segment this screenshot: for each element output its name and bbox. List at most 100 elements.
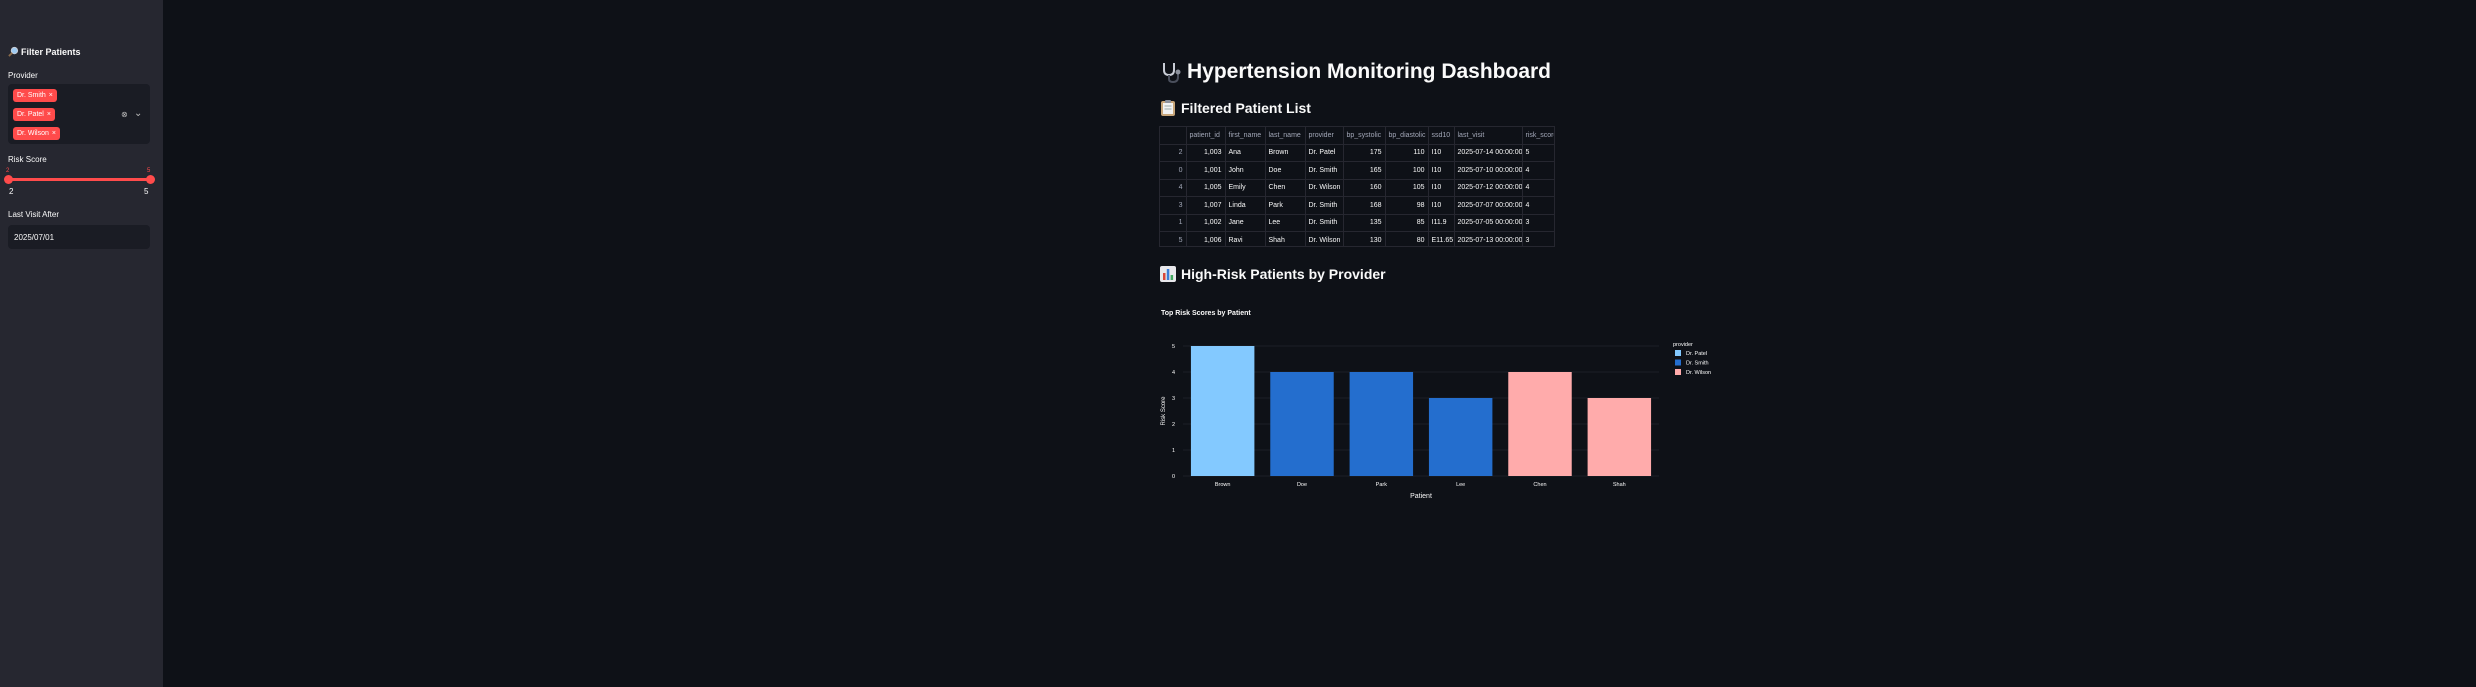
column-header[interactable]: bp_diastolic <box>1385 127 1429 145</box>
column-header[interactable]: ssd10 <box>1428 127 1455 145</box>
patient-table[interactable]: patient_id first_name last_name provider… <box>1159 126 1555 247</box>
table-cell[interactable]: Chen <box>1265 179 1306 197</box>
chevron-down-icon[interactable]: ⌄ <box>134 108 143 119</box>
table-cell[interactable]: I11.9 <box>1428 214 1455 232</box>
table-cell[interactable]: 1,002 <box>1186 214 1226 232</box>
table-cell[interactable]: E11.65 <box>1428 231 1455 246</box>
remove-tag-icon[interactable]: × <box>46 111 51 118</box>
bar-brown[interactable] <box>1190 346 1255 476</box>
table-cell[interactable]: 165 <box>1343 161 1386 180</box>
table-cell[interactable]: 1,003 <box>1186 144 1226 162</box>
table-cell[interactable]: Linda <box>1225 196 1266 215</box>
table-cell[interactable]: 4 <box>1522 161 1554 180</box>
table-cell[interactable]: 2025-07-10 00:00:00 <box>1454 161 1523 180</box>
column-header[interactable]: bp_systolic <box>1343 127 1386 145</box>
table-cell[interactable]: Dr. Patel <box>1305 144 1344 162</box>
provider-multiselect[interactable]: Dr. Smith × Dr. Patel × Dr. Wilson × ⊗ ⌄ <box>8 84 150 144</box>
table-cell[interactable]: Dr. Wilson <box>1305 231 1344 246</box>
table-cell[interactable]: Emily <box>1225 179 1266 197</box>
table-cell[interactable]: Dr. Smith <box>1305 161 1344 180</box>
column-header[interactable]: last_name <box>1265 127 1306 145</box>
table-cell[interactable]: Shah <box>1265 231 1306 246</box>
bar-lee[interactable] <box>1428 398 1493 476</box>
table-cell[interactable]: 98 <box>1385 196 1429 215</box>
table-cell[interactable]: 100 <box>1385 161 1429 180</box>
table-row[interactable]: 1 1,002 Jane Lee Dr. Smith 135 85 I11.9 2025-07-… <box>1160 214 1554 232</box>
bar-park[interactable] <box>1349 372 1414 476</box>
risk-slider-low-handle[interactable] <box>4 175 13 184</box>
table-cell[interactable]: Jane <box>1225 214 1266 232</box>
table-cell[interactable]: Dr. Smith <box>1305 214 1344 232</box>
table-cell[interactable]: 110 <box>1385 144 1429 162</box>
provider-tag-wilson[interactable]: Dr. Wilson × <box>13 127 60 140</box>
column-header[interactable]: provider <box>1305 127 1344 145</box>
table-cell[interactable]: I10 <box>1428 196 1455 215</box>
table-cell[interactable]: 3 <box>1522 214 1554 232</box>
column-header[interactable]: patient_id <box>1186 127 1226 145</box>
table-cell[interactable]: 2025-07-12 00:00:00 <box>1454 179 1523 197</box>
bar-chen[interactable] <box>1508 372 1572 476</box>
table-cell[interactable]: Ana <box>1225 144 1266 162</box>
risk-slider-track[interactable] <box>8 178 150 181</box>
table-cell[interactable]: Doe <box>1265 161 1306 180</box>
provider-tag-patel[interactable]: Dr. Patel × <box>13 108 55 121</box>
table-cell[interactable]: Brown <box>1265 144 1306 162</box>
table-cell[interactable]: 4 <box>1522 179 1554 197</box>
clear-all-icon[interactable]: ⊗ <box>121 110 128 119</box>
risk-slider-high-handle[interactable] <box>146 175 155 184</box>
table-cell[interactable]: 3 <box>1522 231 1554 246</box>
table-cell[interactable]: 80 <box>1385 231 1429 246</box>
table-cell[interactable]: Park <box>1265 196 1306 215</box>
table-row[interactable]: 2 1,003 Ana Brown Dr. Patel 175 110 I10 2025-07-… <box>1160 144 1554 162</box>
table-row[interactable]: 3 1,007 Linda Park Dr. Smith 168 98 I10 2025-07-… <box>1160 196 1554 215</box>
table-cell[interactable]: 1,006 <box>1186 231 1226 246</box>
table-cell[interactable]: I10 <box>1428 161 1455 180</box>
row-index-cell[interactable]: 0 <box>1160 161 1187 180</box>
column-header[interactable]: last_visit <box>1454 127 1523 145</box>
row-index-cell[interactable]: 4 <box>1160 179 1187 197</box>
legend-swatch[interactable] <box>1675 350 1681 356</box>
table-cell[interactable]: I10 <box>1428 144 1455 162</box>
row-index-cell[interactable]: 1 <box>1160 214 1187 232</box>
row-index-cell[interactable]: 2 <box>1160 144 1187 162</box>
table-cell[interactable]: 160 <box>1343 179 1386 197</box>
risk-score-chart[interactable]: Top Risk Scores by Patient 0 1 2 3 4 5 Brown Doe… <box>1159 300 1719 510</box>
legend-swatch[interactable] <box>1675 359 1681 366</box>
column-header[interactable]: first_name <box>1225 127 1266 145</box>
table-cell[interactable]: 175 <box>1343 144 1386 162</box>
column-header[interactable] <box>1160 127 1187 145</box>
table-row[interactable]: 4 1,005 Emily Chen Dr. Wilson 160 105 I10 2025-0… <box>1160 179 1554 197</box>
column-header[interactable]: risk_score <box>1522 127 1554 145</box>
table-row[interactable]: 0 1,001 John Doe Dr. Smith 165 100 I10 2025-07-1… <box>1160 161 1554 180</box>
table-cell[interactable]: 2025-07-13 00:00:00 <box>1454 231 1523 246</box>
table-row[interactable]: 5 1,006 Ravi Shah Dr. Wilson 130 80 E11.65 2025-… <box>1160 231 1554 246</box>
table-cell[interactable]: Dr. Wilson <box>1305 179 1344 197</box>
bar-doe[interactable] <box>1270 372 1334 476</box>
table-cell[interactable]: Lee <box>1265 214 1306 232</box>
table-cell[interactable]: Ravi <box>1225 231 1266 246</box>
table-cell[interactable]: 168 <box>1343 196 1386 215</box>
table-cell[interactable]: 2025-07-14 00:00:00 <box>1454 144 1523 162</box>
table-cell[interactable]: 1,001 <box>1186 161 1226 180</box>
table-cell[interactable]: 4 <box>1522 196 1554 215</box>
table-cell[interactable]: 1,005 <box>1186 179 1226 197</box>
table-cell[interactable]: 105 <box>1385 179 1429 197</box>
table-cell[interactable]: I10 <box>1428 179 1455 197</box>
table-cell[interactable]: 130 <box>1343 231 1386 246</box>
table-cell[interactable]: 5 <box>1522 144 1554 162</box>
remove-tag-icon[interactable]: × <box>48 92 53 99</box>
table-cell[interactable]: 85 <box>1385 214 1429 232</box>
table-cell[interactable]: 1,007 <box>1186 196 1226 215</box>
row-index-cell[interactable]: 3 <box>1160 196 1187 215</box>
table-cell[interactable]: Dr. Smith <box>1305 196 1344 215</box>
row-index-cell[interactable]: 5 <box>1160 231 1187 246</box>
table-cell[interactable]: 2025-07-05 00:00:00 <box>1454 214 1523 232</box>
table-cell[interactable]: 2025-07-07 00:00:00 <box>1454 196 1523 215</box>
provider-tag-smith[interactable]: Dr. Smith × <box>13 89 57 102</box>
table-cell[interactable]: 135 <box>1343 214 1386 232</box>
last-visit-date-input[interactable] <box>8 225 150 249</box>
remove-tag-icon[interactable]: × <box>51 130 56 137</box>
table-cell[interactable]: John <box>1225 161 1266 180</box>
legend-swatch[interactable] <box>1675 369 1681 375</box>
bar-shah[interactable] <box>1587 398 1652 476</box>
